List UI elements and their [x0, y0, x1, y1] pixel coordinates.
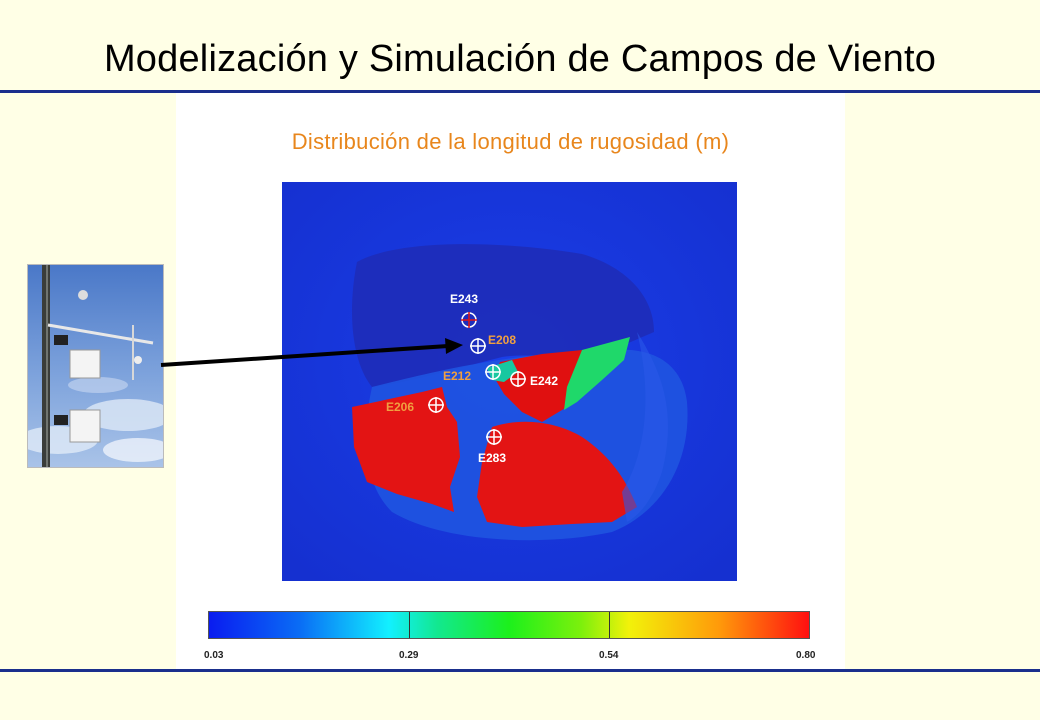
- colorbar-tick-0: 0.03: [204, 650, 224, 661]
- station-marker-e208[interactable]: [470, 338, 486, 354]
- station-label-e212: E212: [443, 369, 471, 383]
- station-marker-e212[interactable]: [485, 364, 501, 380]
- colorbar-tick-2: 0.54: [599, 650, 619, 661]
- station-marker-e242[interactable]: [510, 371, 526, 387]
- roughness-map: E243 E208 E212 E242 E206 E283: [282, 182, 737, 581]
- station-label-e242: E242: [530, 374, 558, 388]
- vegetation-patch: [487, 360, 518, 382]
- station-marker-e243[interactable]: [461, 312, 477, 328]
- station-label-e206: E206: [386, 400, 414, 414]
- vegetation-zone: [564, 337, 630, 410]
- station-marker-e283[interactable]: [486, 429, 502, 445]
- colorbar-divider: [609, 612, 610, 638]
- weather-station-photo: [27, 264, 164, 468]
- station-label-e243: E243: [450, 292, 478, 306]
- map-title: Distribución de la longitud de rugosidad…: [291, 129, 730, 154]
- slide-title: Modelización y Simulación de Campos de V…: [103, 38, 937, 80]
- station-label-e208: E208: [488, 333, 516, 347]
- terrain-ridge: [622, 332, 668, 522]
- colorbar-tick-1: 0.29: [399, 650, 419, 661]
- colorbar-divider: [409, 612, 410, 638]
- figure-panel: Distribución de la longitud de rugosidad…: [176, 93, 845, 669]
- urban-zone-south: [477, 421, 637, 527]
- urban-zone-west: [352, 387, 460, 512]
- urban-zone-center: [494, 350, 600, 422]
- colorbar-tick-3: 0.80: [796, 650, 816, 661]
- station-label-e283: E283: [478, 451, 506, 465]
- top-divider: [0, 90, 1040, 93]
- colorbar: [208, 611, 810, 639]
- bottom-divider: [0, 669, 1040, 672]
- station-marker-e206[interactable]: [428, 397, 444, 413]
